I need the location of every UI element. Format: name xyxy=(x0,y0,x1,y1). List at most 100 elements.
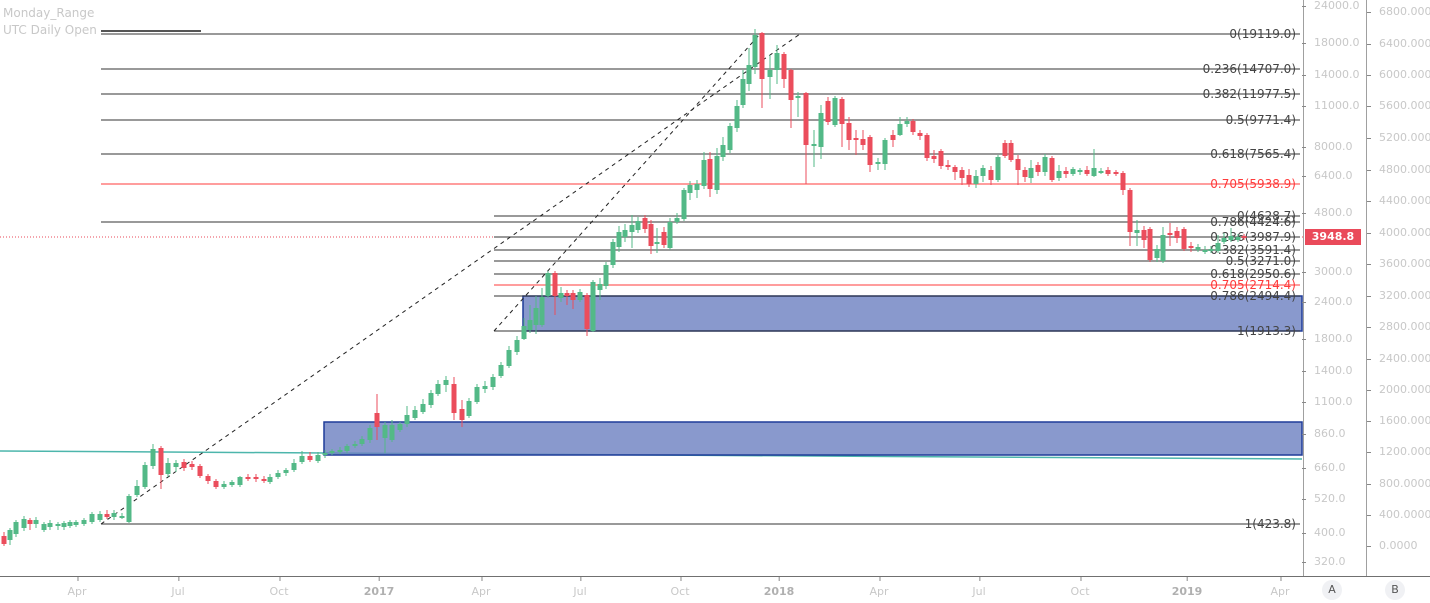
candle xyxy=(795,92,801,117)
price-axis-b[interactable]: 6800.0000 6400.0000 6000.0000 5600.0000 5200… xyxy=(1366,0,1430,577)
candle xyxy=(89,512,95,524)
candle xyxy=(1070,167,1076,176)
upper-demand-zone[interactable] xyxy=(522,295,1303,332)
axis-b-tick: 2400.0000 xyxy=(1367,352,1430,365)
candle xyxy=(622,224,628,242)
candle xyxy=(917,130,923,140)
candle xyxy=(367,425,373,443)
candle xyxy=(33,517,39,528)
axis-b-tick: 4000.0000 xyxy=(1367,226,1430,239)
candle xyxy=(404,406,410,427)
candle xyxy=(412,406,418,420)
candle xyxy=(577,289,583,302)
fib-trendline[interactable] xyxy=(493,33,761,332)
candle xyxy=(221,481,227,489)
fib-minor-label: 0.382(3591.4) xyxy=(1210,243,1296,257)
legend-monday-range[interactable]: Monday_Range xyxy=(3,6,95,20)
candle xyxy=(1035,162,1041,176)
candle xyxy=(818,105,824,159)
axis-b-tick: 6400.0000 xyxy=(1367,37,1430,50)
candle xyxy=(1195,244,1201,252)
time-axis-tick: Apr xyxy=(67,577,87,598)
time-axis-tick: Apr xyxy=(471,577,491,598)
candle xyxy=(661,227,667,248)
candle xyxy=(832,96,838,127)
time-axis-tick: 2019 xyxy=(1171,577,1203,598)
axis-corner-divider xyxy=(1303,576,1430,577)
candle xyxy=(41,522,47,532)
candle xyxy=(205,474,211,484)
candle xyxy=(904,117,910,127)
candle xyxy=(931,150,937,163)
candle xyxy=(910,119,916,135)
time-axis-tick: Jul xyxy=(972,577,986,598)
candle xyxy=(134,480,140,497)
candle xyxy=(7,528,13,545)
fib-minor-label: 0(4628.7) xyxy=(1237,209,1296,223)
candle xyxy=(875,158,881,170)
axis-a-tick: 1800.0 xyxy=(1302,332,1353,345)
time-axis[interactable]: Apr Jul Oct 2017 Apr Jul Oct 2018 Apr Jul Oct 2019 A… xyxy=(0,576,1303,603)
candle xyxy=(1022,167,1028,182)
candle xyxy=(21,516,27,531)
candle xyxy=(897,117,903,136)
candle xyxy=(67,520,73,528)
time-axis-tick: 2017 xyxy=(363,577,395,598)
price-chart-canvas[interactable]: 0(19119.0) 0.236(14707.0) 0.382(11977.5) 0.… xyxy=(0,0,1303,576)
candle xyxy=(767,55,773,99)
candle xyxy=(980,165,986,182)
candle xyxy=(1077,168,1083,175)
candle xyxy=(995,155,1001,182)
candle xyxy=(1127,188,1133,246)
axis-a-tick: 1400.0 xyxy=(1302,364,1353,377)
candle xyxy=(701,152,707,189)
axis-a-tick: 860.0 xyxy=(1302,427,1346,440)
axis-b-tick: 3600.0000 xyxy=(1367,257,1430,270)
candle xyxy=(1147,227,1153,262)
candle xyxy=(1002,140,1008,158)
fib-major-label: 0.618(7565.4) xyxy=(1210,147,1296,161)
axis-a-tick: 3000.0 xyxy=(1302,265,1353,278)
price-axis-a[interactable]: 24000.0 18000.0 14000.0 11000.0 8000.0 6400.0… xyxy=(1302,0,1367,577)
fib-minor-label: 0.786(2494.4) xyxy=(1210,289,1296,303)
candle xyxy=(173,460,179,472)
candle xyxy=(1221,233,1227,244)
scale-b-button[interactable]: B xyxy=(1385,580,1405,600)
candle xyxy=(825,97,831,125)
candle xyxy=(707,152,713,197)
candle xyxy=(774,45,780,84)
candle xyxy=(514,336,520,355)
candle xyxy=(27,518,33,530)
candle xyxy=(237,476,243,487)
legend-utc-daily-open[interactable]: UTC Daily Open xyxy=(3,22,201,39)
candle xyxy=(570,290,576,309)
candle xyxy=(720,137,726,161)
time-axis-tick: Jul xyxy=(171,577,185,598)
candle xyxy=(397,422,403,432)
candle xyxy=(952,165,958,180)
candle xyxy=(1160,227,1166,263)
candle xyxy=(104,510,110,519)
lower-demand-zone[interactable] xyxy=(323,421,1303,456)
candle xyxy=(1141,226,1147,248)
candle xyxy=(629,215,635,248)
candle xyxy=(165,458,171,477)
time-axis-tick: Oct xyxy=(269,577,289,598)
candle xyxy=(924,133,930,161)
candle xyxy=(846,117,852,150)
candle xyxy=(181,459,187,471)
scale-a-button[interactable]: A xyxy=(1322,580,1342,600)
axis-a-tick: 4800.0 xyxy=(1302,206,1353,219)
candle xyxy=(564,290,570,305)
candle xyxy=(466,398,472,418)
candle xyxy=(1154,245,1160,262)
candle xyxy=(428,390,434,408)
axis-b-tick: 800.0000 xyxy=(1367,477,1430,490)
candle xyxy=(752,29,758,74)
candle xyxy=(610,239,616,268)
axis-a-tick: 660.0 xyxy=(1302,461,1346,474)
candle xyxy=(734,100,740,132)
candle xyxy=(727,123,733,153)
fib-trendline[interactable] xyxy=(100,33,801,525)
